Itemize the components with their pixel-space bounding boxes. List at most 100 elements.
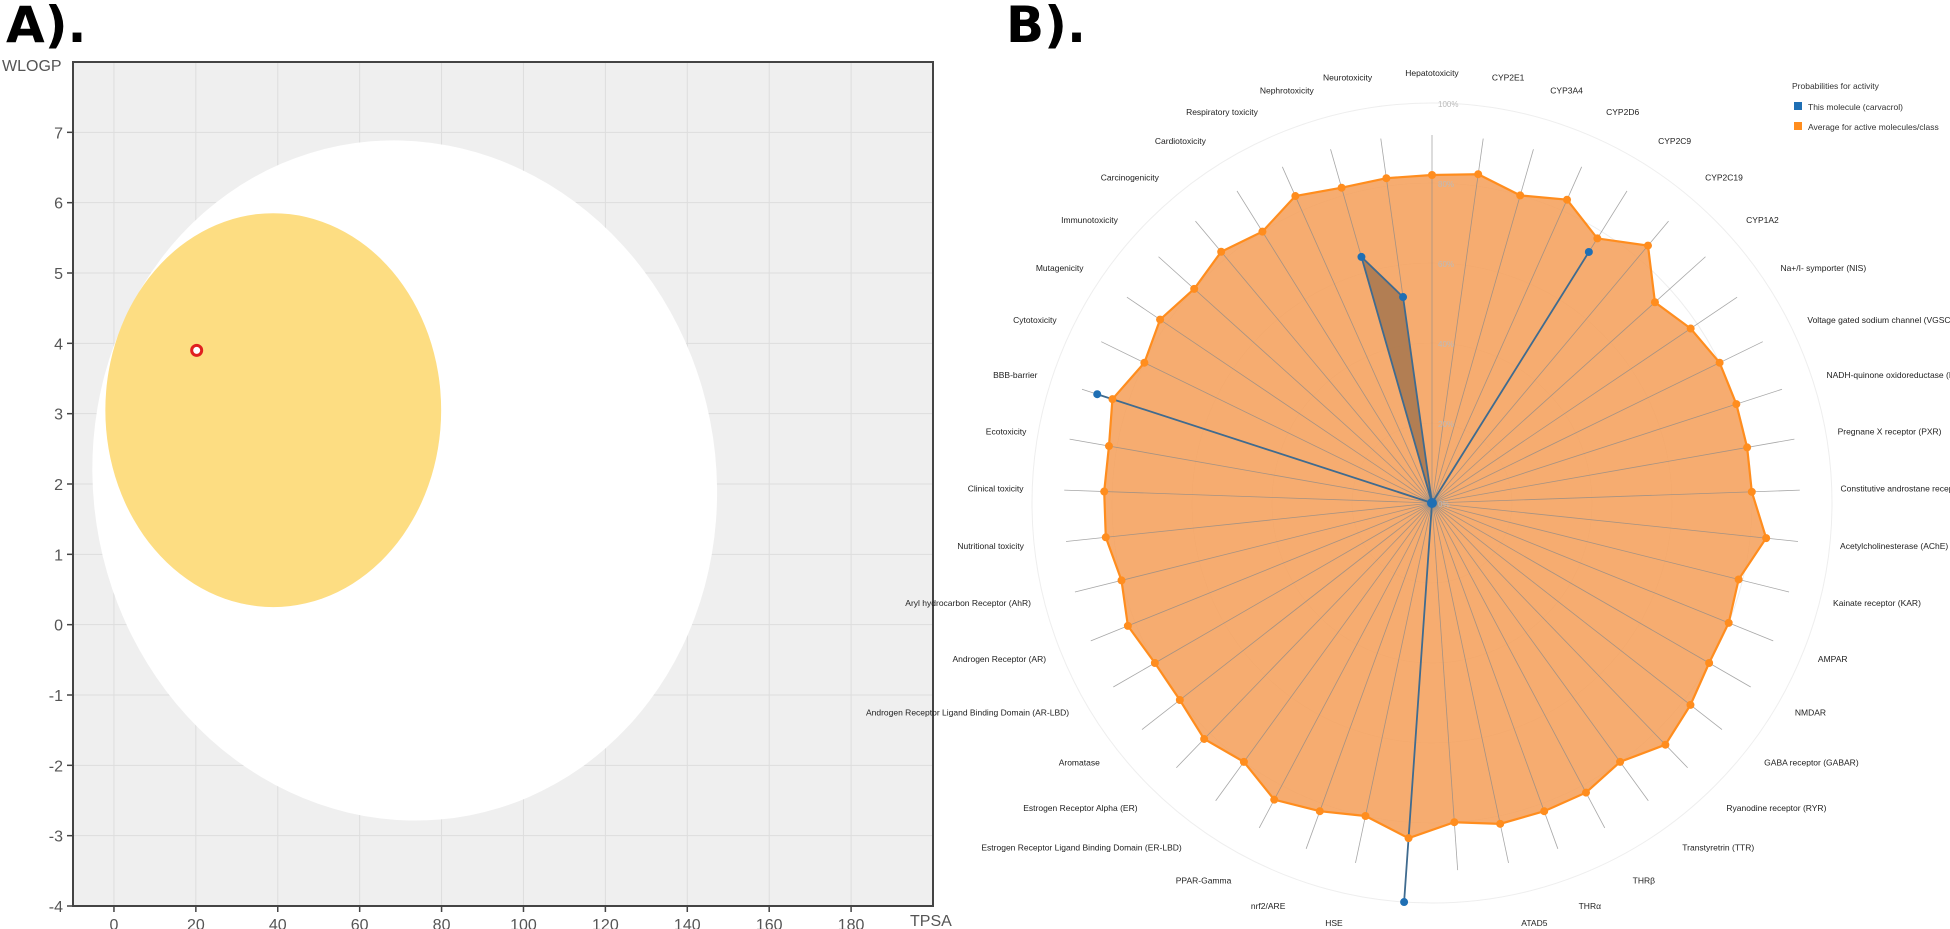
average-point xyxy=(1747,487,1756,496)
molecule-point xyxy=(1093,390,1102,399)
radar-spoke xyxy=(1113,502,1433,688)
radar-category-label: Estrogen Receptor Alpha (ER) xyxy=(1023,803,1138,813)
average-point xyxy=(1705,659,1714,667)
radar-spoke xyxy=(1074,502,1433,593)
average-point xyxy=(1732,400,1741,409)
radar-category-label: ATAD5 xyxy=(1521,918,1547,928)
x-tick-label: 180 xyxy=(838,917,865,929)
radar-category-label: Immunotoxicity xyxy=(1061,215,1118,225)
x-tick-label: 40 xyxy=(269,917,287,929)
average-point xyxy=(1593,234,1602,243)
radar-spoke xyxy=(1431,502,1559,849)
average-point xyxy=(1291,192,1300,201)
radar-category-label: THRα xyxy=(1579,901,1601,911)
radar-spoke xyxy=(1431,438,1795,504)
radar-category-label: Kainate receptor (KAR) xyxy=(1833,598,1921,608)
average-point xyxy=(1175,696,1184,705)
legend-swatch xyxy=(1794,102,1802,110)
radar-spoke xyxy=(1090,502,1433,642)
radial-tick-label: 20% xyxy=(1438,420,1454,429)
average-point xyxy=(1650,298,1659,307)
average-point xyxy=(1743,443,1752,452)
y-tick-label: 1 xyxy=(54,547,63,564)
average-point xyxy=(1123,621,1132,630)
radar-spoke xyxy=(1431,502,1774,642)
radar-spoke xyxy=(1431,149,1534,504)
radar-category-label: Ecotoxicity xyxy=(986,426,1027,436)
average-point xyxy=(1563,195,1572,204)
y-tick-label: 7 xyxy=(54,125,63,142)
average-point xyxy=(1101,533,1110,542)
radar-category-label: NADH-quinone oxidoreductase (NADHOX) xyxy=(1826,370,1950,380)
average-point xyxy=(1140,358,1149,367)
radar-spoke xyxy=(1431,502,1790,593)
radar-spoke xyxy=(1281,166,1433,504)
legend-label: This molecule (carvacrol) xyxy=(1808,102,1903,112)
average-point xyxy=(1108,395,1117,404)
average-point xyxy=(1715,358,1724,367)
bbb-yolk-region xyxy=(105,213,442,608)
y-tick-label: -4 xyxy=(49,899,63,916)
y-tick-label: 3 xyxy=(54,407,63,424)
average-point xyxy=(1616,757,1625,766)
y-tick-label: 5 xyxy=(54,266,63,283)
radar-category-label: BBB-barrier xyxy=(993,370,1038,380)
plot-frame xyxy=(72,61,934,907)
radar-spoke xyxy=(1101,341,1433,504)
radar-spoke xyxy=(1431,166,1583,504)
y-tick-label: -1 xyxy=(49,688,63,705)
average-point xyxy=(1117,576,1126,585)
x-tick-label: 120 xyxy=(592,917,619,929)
radar-category-label: Nutritional toxicity xyxy=(957,541,1024,551)
radar-spoke xyxy=(1431,502,1606,829)
radar-category-label: Estrogen Receptor Ligand Binding Domain … xyxy=(981,842,1181,852)
average-point xyxy=(1496,819,1505,828)
y-axis-label: WLOGP xyxy=(2,58,62,75)
radar-spoke xyxy=(1431,388,1783,504)
radar-spoke xyxy=(1305,502,1433,849)
y-tick-label: 6 xyxy=(54,196,63,213)
panel-b-label: B). xyxy=(1006,0,1086,54)
average-point xyxy=(1404,834,1413,843)
radar-category-label: THRβ xyxy=(1633,875,1655,885)
average-point xyxy=(1734,575,1743,584)
radar-grid-ring xyxy=(1031,102,1833,904)
x-tick-label: 80 xyxy=(433,917,451,929)
radar-category-label: CYP2D6 xyxy=(1606,107,1639,117)
average-point xyxy=(1686,324,1695,333)
average-point xyxy=(1150,659,1159,667)
radar-category-label: Pregnane X receptor (PXR) xyxy=(1838,426,1942,436)
radar-category-label: HSE xyxy=(1325,918,1343,928)
x-tick-label: 140 xyxy=(674,917,701,929)
radar-category-label: CYP2C19 xyxy=(1705,173,1743,183)
y-tick-label: 2 xyxy=(54,477,63,494)
radar-spoke xyxy=(1431,502,1723,730)
x-tick-label: 160 xyxy=(756,917,783,929)
average-point xyxy=(1100,487,1109,496)
radar-category-label: Androgen Receptor (AR) xyxy=(953,654,1047,664)
average-point xyxy=(1643,241,1652,250)
radar-category-label: Acetylcholinesterase (AChE) xyxy=(1840,541,1948,551)
radar-category-label: Aromatase xyxy=(1059,758,1100,768)
average-point xyxy=(1474,170,1483,179)
radar-category-label: Hepatotoxicity xyxy=(1405,68,1459,78)
toxicity-radar-chart: 100% 80% 60% 40% 20% 0% Hepatotoxicity CYP2E1 CY… xyxy=(866,68,1950,929)
radar-spoke xyxy=(1355,502,1433,864)
radar-category-label: Na+/I- symporter (NIS) xyxy=(1780,263,1866,273)
x-tick-label: 0 xyxy=(109,917,118,929)
radar-category-label: CYP2C9 xyxy=(1658,136,1691,146)
average-point xyxy=(1337,183,1346,192)
radar-spoke xyxy=(1431,256,1706,504)
radar-category-label: PPAR-Gamma xyxy=(1176,875,1232,885)
radar-category-label: CYP1A2 xyxy=(1746,215,1779,225)
radar-spoke xyxy=(1176,502,1433,768)
y-tick-label: 4 xyxy=(54,336,63,353)
radar-spoke xyxy=(1141,502,1433,730)
y-tick-label: -2 xyxy=(49,758,63,775)
average-point xyxy=(1104,442,1113,451)
radar-spoke xyxy=(1195,220,1433,504)
average-point xyxy=(1724,618,1733,627)
x-tick-label: 20 xyxy=(187,917,205,929)
radar-spoke xyxy=(1431,502,1799,542)
average-point xyxy=(1315,807,1324,816)
